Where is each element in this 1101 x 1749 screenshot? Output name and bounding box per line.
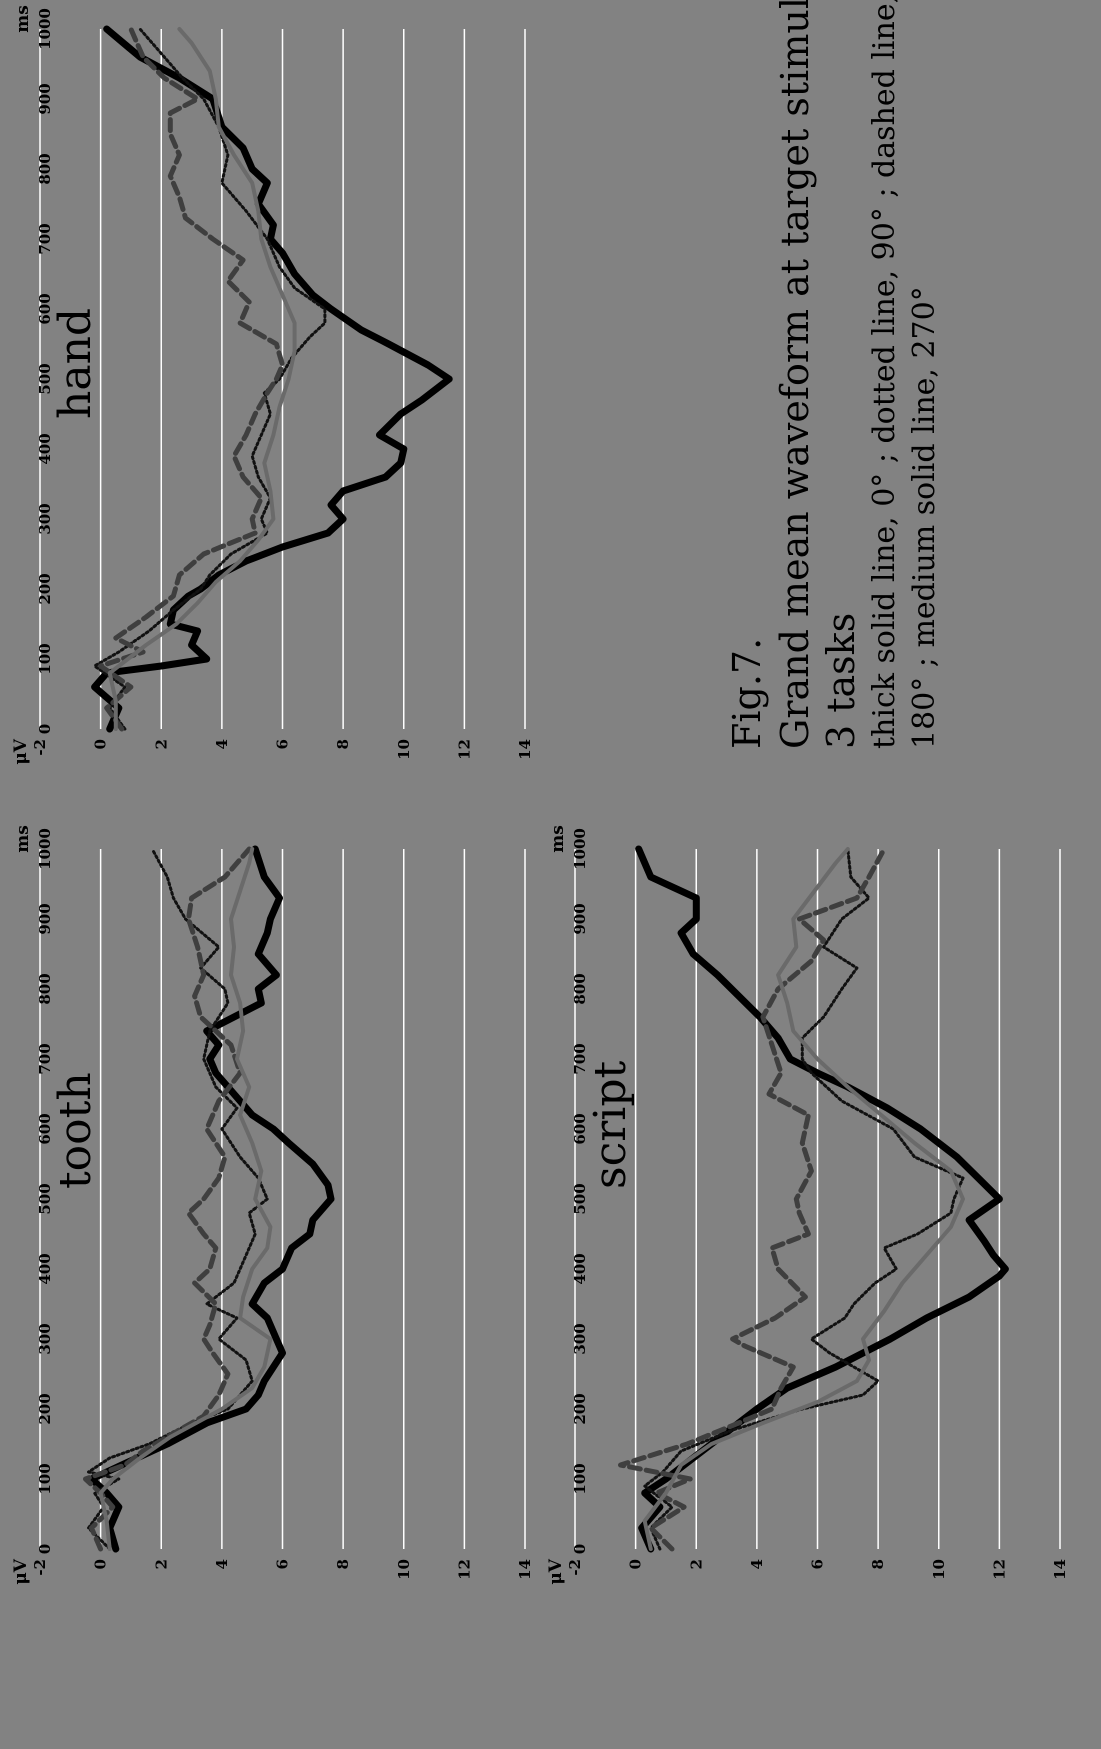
- x-tick-label: 300: [571, 1323, 589, 1354]
- x-tick-label: 700: [36, 1043, 54, 1074]
- series-line-medium-solid: [642, 847, 965, 1551]
- series-line-dotted: [643, 847, 965, 1551]
- y-tick-label: 4: [213, 739, 231, 749]
- chart-panel-hand: hand -2 0 2 4 6 8 10 12 14 μV 0 100 200 300 400 500 600 70…: [11, 5, 534, 764]
- x-tick-label: 0: [571, 1544, 589, 1554]
- series-line-dashed: [618, 846, 887, 1552]
- y-tick-label: 0: [627, 1559, 645, 1569]
- series-line-dashed: [83, 846, 252, 1552]
- caption-title-line1: Grand mean waveform at target stimuli in: [773, 0, 817, 749]
- x-tick-label: 400: [36, 433, 54, 464]
- x-tick-label: 600: [36, 293, 54, 324]
- y-tick-label: 2: [152, 739, 170, 749]
- y-tick-label: -2: [566, 1559, 584, 1576]
- x-tick-label: 300: [36, 1323, 54, 1354]
- y-tick-label: 10: [395, 739, 413, 760]
- series-line-medium-solid: [98, 847, 273, 1551]
- y-tick-label: 12: [990, 1559, 1008, 1580]
- x-tick-label: 100: [571, 1463, 589, 1494]
- x-tick-label: 200: [36, 1393, 54, 1424]
- y-tick-label: 2: [687, 1559, 705, 1569]
- x-tick-label: 0: [36, 724, 54, 734]
- x-tick-label: 100: [36, 643, 54, 674]
- y-tick-label: 6: [274, 739, 292, 749]
- y-tick-label: 8: [869, 1559, 887, 1569]
- x-tick-label: 1000: [36, 8, 54, 50]
- y-tick-label: 0: [92, 739, 110, 749]
- y-axis-unit: μV: [11, 1558, 31, 1584]
- y-axis-unit: μV: [11, 738, 31, 764]
- x-tick-label: 0: [36, 1544, 54, 1554]
- x-tick-label: 800: [36, 153, 54, 184]
- chart-panel-script: script -2 0 2 4 6 8 10 12 14 μV 0 100 200 300 400 500 600…: [546, 825, 1069, 1584]
- x-axis-unit: ms: [548, 825, 568, 853]
- series-line-dotted: [93, 27, 327, 731]
- figure-caption: Fig.7. Grand mean waveform at target sti…: [725, 0, 942, 749]
- x-tick-label: 700: [571, 1043, 589, 1074]
- x-tick-label: 800: [571, 973, 589, 1004]
- y-tick-label: 2: [152, 1559, 170, 1569]
- x-tick-label: 500: [36, 1183, 54, 1214]
- x-tick-label: 600: [36, 1113, 54, 1144]
- x-tick-label: 900: [571, 903, 589, 934]
- chart-panel-tooth: tooth -2 0 2 4 6 8 10 12 14 μV 0 100 200 300 400 500 600 7…: [11, 825, 534, 1584]
- y-tick-label: 4: [748, 1559, 766, 1569]
- y-tick-label: -2: [31, 739, 49, 756]
- y-tick-label: 4: [213, 1559, 231, 1569]
- y-tick-label: -2: [31, 1559, 49, 1576]
- caption-note-line1: thick solid line, 0° ; dotted line, 90° …: [867, 0, 902, 749]
- chart-title: tooth: [50, 1072, 101, 1189]
- series-line-dashed: [98, 26, 285, 732]
- y-tick-label: 12: [455, 739, 473, 760]
- series-line-medium-solid: [107, 27, 297, 731]
- x-tick-label: 600: [571, 1113, 589, 1144]
- y-tick-label: 14: [516, 1559, 534, 1580]
- caption-fig-label: Fig.7.: [725, 638, 769, 749]
- y-tick-label: 6: [274, 1559, 292, 1569]
- y-tick-label: 10: [395, 1559, 413, 1580]
- series-line-thick-solid: [88, 845, 335, 1553]
- series-line-dotted: [87, 847, 269, 1551]
- x-tick-label: 500: [36, 363, 54, 394]
- caption-title-line2: 3 tasks: [819, 613, 863, 749]
- y-tick-label: 8: [334, 739, 352, 749]
- x-tick-label: 900: [36, 903, 54, 934]
- x-tick-label: 300: [36, 503, 54, 534]
- x-tick-label: 1000: [571, 828, 589, 870]
- series-line-thick-solid: [91, 25, 453, 733]
- x-tick-label: 900: [36, 83, 54, 114]
- x-tick-label: 400: [571, 1253, 589, 1284]
- y-tick-label: 12: [455, 1559, 473, 1580]
- x-tick-label: 200: [36, 573, 54, 604]
- x-tick-label: 700: [36, 223, 54, 254]
- x-axis-unit: ms: [13, 5, 33, 33]
- x-tick-label: 500: [571, 1183, 589, 1214]
- y-tick-label: 14: [516, 739, 534, 760]
- x-tick-label: 1000: [36, 828, 54, 870]
- y-tick-label: 8: [334, 1559, 352, 1569]
- x-tick-label: 800: [36, 973, 54, 1004]
- chart-title: script: [585, 1061, 636, 1189]
- x-tick-label: 400: [36, 1253, 54, 1284]
- x-tick-label: 200: [571, 1393, 589, 1424]
- y-tick-label: 6: [809, 1559, 827, 1569]
- rotated-figure: tooth-2 0 2 4 6 8 10 12 14μV01002003004005006007…: [11, 0, 1069, 1585]
- caption-note-line2: 180° ; medium solid line, 270°: [907, 286, 942, 749]
- chart-title: hand: [50, 308, 101, 419]
- y-tick-label: 14: [1051, 1559, 1069, 1580]
- x-axis-unit: ms: [13, 825, 33, 853]
- y-tick-label: 0: [92, 1559, 110, 1569]
- x-tick-label: 100: [36, 1463, 54, 1494]
- y-tick-label: 10: [930, 1559, 948, 1580]
- y-axis-unit: μV: [546, 1558, 566, 1584]
